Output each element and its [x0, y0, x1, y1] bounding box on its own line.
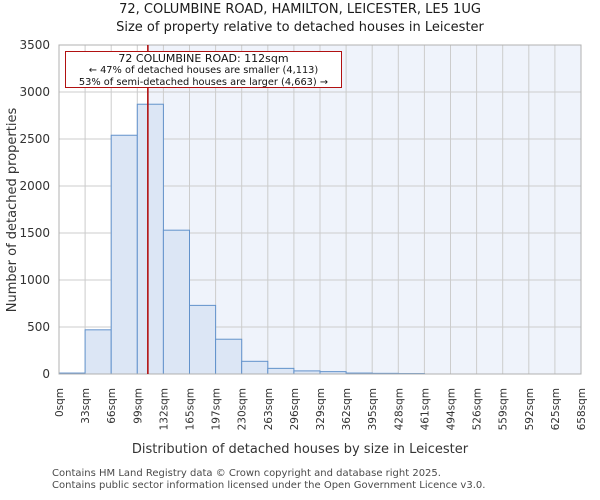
- x-tick-label: 33sqm: [80, 388, 92, 424]
- x-tick-label: 362sqm: [341, 388, 353, 430]
- y-tick-label: 1000: [19, 273, 50, 287]
- histogram-bar: [162, 229, 190, 375]
- x-tick-label: 99sqm: [132, 388, 144, 424]
- x-tick-label: 296sqm: [289, 388, 301, 430]
- x-tick-label: 461sqm: [419, 388, 431, 430]
- annotation-address: 72 COLUMBINE ROAD: 112sqm: [118, 52, 289, 65]
- histogram-bar: [267, 367, 295, 375]
- x-tick-label: 658sqm: [576, 388, 588, 430]
- histogram-bar: [189, 304, 217, 375]
- histogram-bar: [136, 103, 164, 375]
- x-axis-label: Distribution of detached houses by size …: [131, 442, 469, 457]
- y-tick-label: 0: [42, 367, 50, 381]
- x-tick-label: 165sqm: [185, 388, 197, 430]
- x-tick-label: 329sqm: [315, 388, 327, 430]
- histogram-svg: Number of detached properties 0 500 1000 15…: [5, 38, 588, 430]
- y-axis-label: Number of detached properties: [5, 108, 20, 313]
- y-tick-label: 1500: [19, 226, 50, 240]
- x-tick-label: 395sqm: [367, 388, 379, 430]
- y-tick-label: 2500: [19, 132, 50, 146]
- x-tick-label: 625sqm: [550, 388, 562, 430]
- x-tick-label: 559sqm: [498, 388, 510, 430]
- x-tick-label: 0sqm: [54, 388, 66, 417]
- y-tick-label: 3000: [19, 85, 50, 99]
- attribution-footer: Contains HM Land Registry data © Crown c…: [52, 468, 592, 491]
- histogram-bar: [84, 329, 112, 375]
- y-tick-label: 3500: [19, 38, 50, 52]
- chart-title: 72, COLUMBINE ROAD, HAMILTON, LEICESTER,…: [119, 2, 481, 17]
- x-tick-label: 66sqm: [106, 388, 118, 424]
- x-tick-label: 494sqm: [446, 388, 458, 430]
- chart-subtitle: Size of property relative to detached ho…: [116, 20, 484, 35]
- x-tick-label: 132sqm: [158, 388, 170, 430]
- y-tick-label: 500: [27, 320, 50, 334]
- marker-annotation-box: 72 COLUMBINE ROAD: 112sqm ← 47% of detac…: [65, 51, 342, 88]
- histogram-bar: [241, 360, 269, 375]
- x-tick-label: 428sqm: [393, 388, 405, 430]
- annotation-smaller-stat: ← 47% of detached houses are smaller (4,…: [88, 65, 319, 76]
- annotation-larger-stat: 53% of semi-detached houses are larger (…: [78, 76, 329, 88]
- y-tick-label: 2000: [19, 179, 50, 193]
- histogram-bar: [215, 338, 243, 375]
- footer-line-2: Contains public sector information licen…: [52, 479, 486, 491]
- histogram-bar: [110, 134, 138, 375]
- x-tick-label: 230sqm: [237, 388, 249, 430]
- x-tick-label: 526sqm: [472, 388, 484, 430]
- x-tick-label: 197sqm: [211, 388, 223, 430]
- x-tick-label: 263sqm: [263, 388, 275, 430]
- footer-line-1: Contains HM Land Registry data © Crown c…: [52, 468, 441, 479]
- x-tick-label: 592sqm: [524, 388, 536, 430]
